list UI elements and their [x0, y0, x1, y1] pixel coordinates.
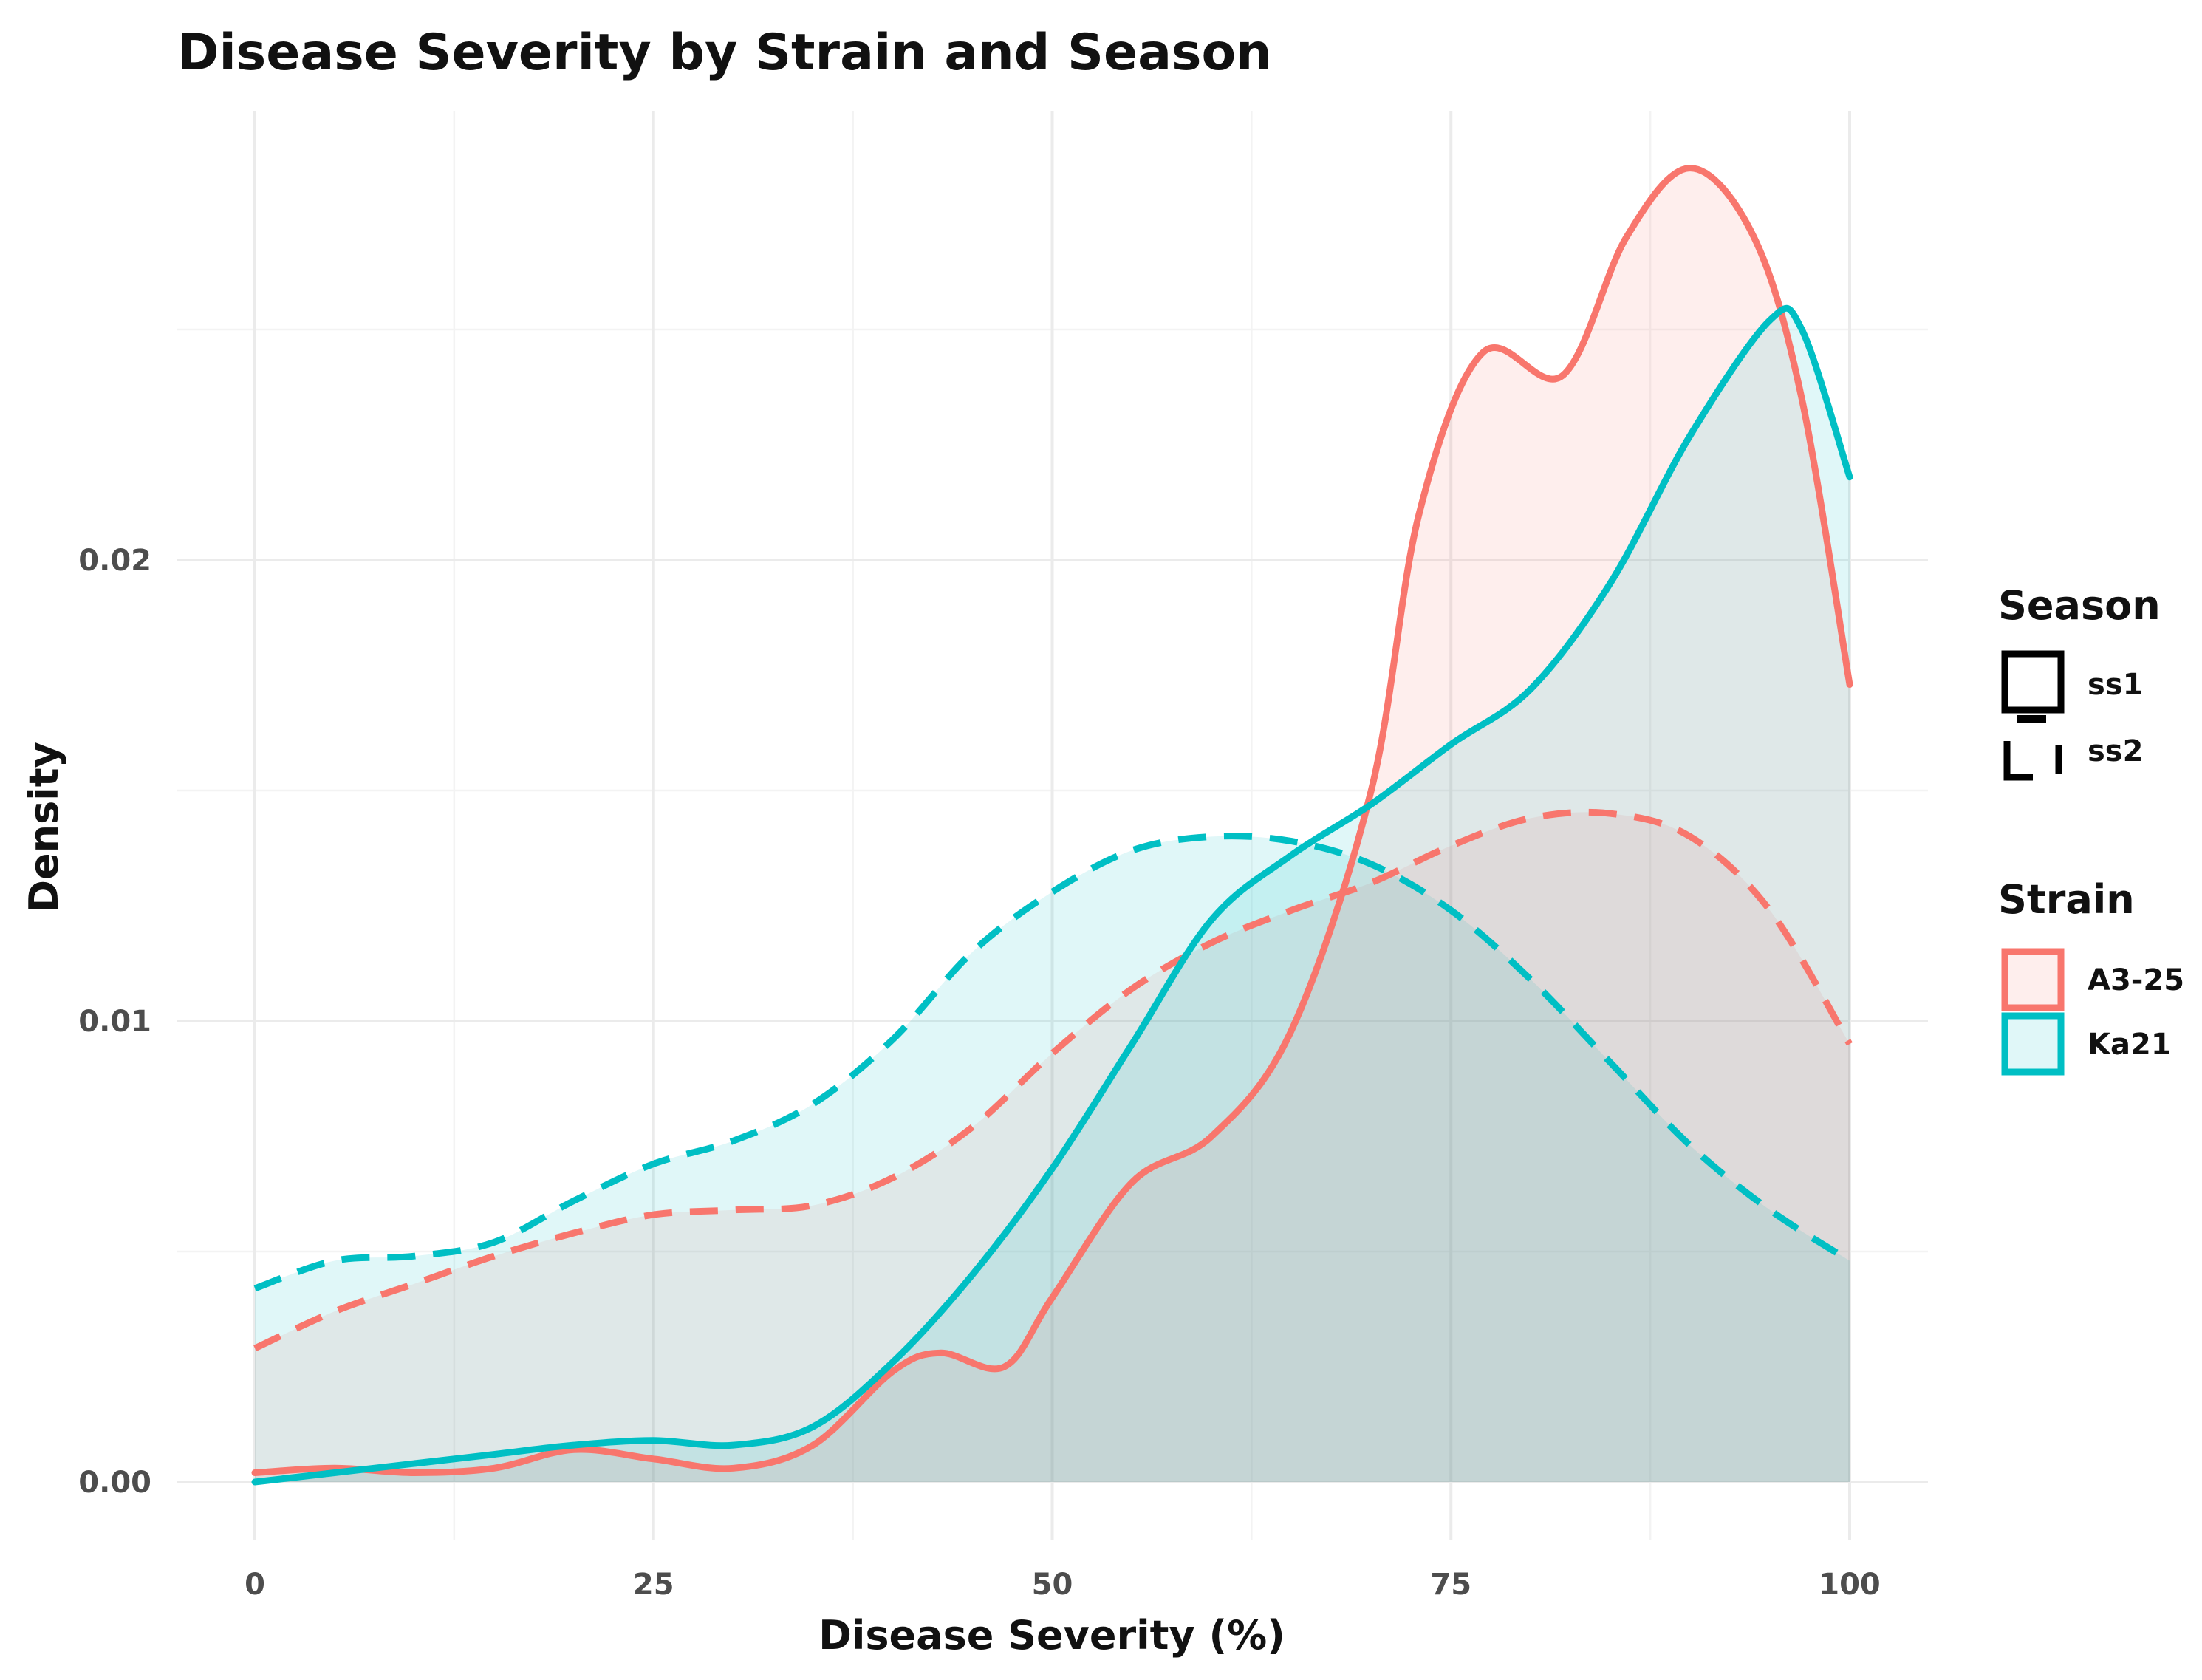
legend-label-ss1: ss1 — [2088, 668, 2143, 702]
legend-label-ka21: Ka21 — [2088, 1028, 2172, 1062]
density-area-ka21-ss2 — [255, 836, 1850, 1482]
density-area-ka21-ss1 — [255, 308, 1850, 1482]
x-tick-label: 0 — [245, 1568, 265, 1602]
legend-season-ss1-key — [2001, 650, 2065, 723]
legend: Season ss1 ss2 Strain A3-25 Ka21 — [1998, 582, 2184, 1076]
y-axis-title: Density — [21, 742, 67, 913]
density-line-a3-25-ss2 — [253, 808, 1853, 1352]
y-tick-label: 0.00 — [78, 1466, 151, 1500]
density-line-ka21-ss2 — [253, 833, 1852, 1292]
density-line-ka21-ss1 — [251, 304, 1853, 1486]
x-tick-label: 25 — [633, 1568, 674, 1602]
density-area-a3-25-ss1 — [255, 168, 1850, 1483]
legend-season-title: Season — [1998, 582, 2161, 629]
y-tick-label: 0.02 — [78, 544, 151, 578]
x-axis-title: Disease Severity (%) — [818, 1612, 1285, 1659]
legend-season-ss2-key — [2003, 741, 2062, 781]
legend-key-a3-25 — [2001, 948, 2065, 1011]
legend-label-ss2: ss2 — [2088, 734, 2143, 768]
tick-layer: 0 25 50 75 100 0.00 0.01 0.02 — [78, 544, 1880, 1602]
chart-title: Disease Severity by Strain and Season — [177, 24, 1272, 82]
x-tick-label: 75 — [1430, 1568, 1471, 1602]
density-line-a3-25-ss1 — [251, 165, 1853, 1476]
area-layer — [255, 168, 1850, 1483]
legend-strain-title: Strain — [1998, 876, 2135, 923]
line-layer — [251, 165, 1853, 1486]
legend-key-ka21 — [2001, 1012, 2065, 1076]
x-tick-label: 100 — [1819, 1568, 1881, 1602]
x-tick-label: 50 — [1032, 1568, 1073, 1602]
legend-dashed-corner — [2003, 741, 2033, 781]
density-area-a3-25-ss2 — [255, 812, 1850, 1482]
y-tick-label: 0.01 — [78, 1005, 151, 1039]
legend-solid-line-key — [2001, 650, 2065, 714]
legend-label-a3-25: A3-25 — [2088, 963, 2184, 997]
